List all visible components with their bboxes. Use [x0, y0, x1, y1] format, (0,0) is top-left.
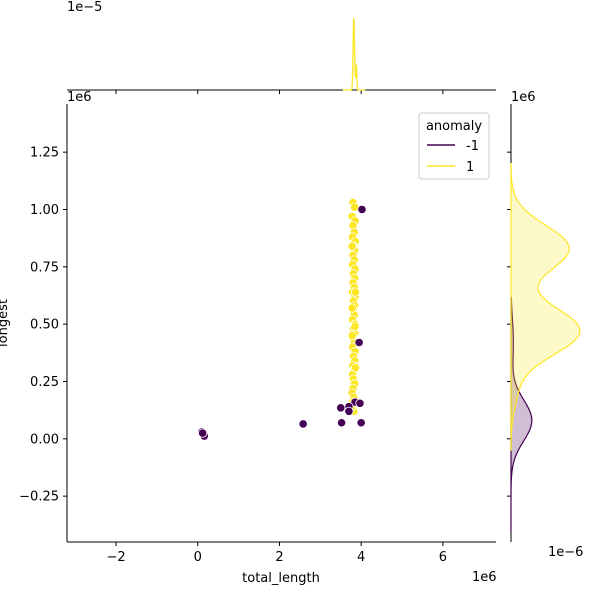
y-tick-label: 1.25 [30, 146, 59, 161]
point-anomaly-1 [350, 287, 361, 297]
x-axis-ticks: −2 0 2 4 6 [106, 542, 447, 565]
legend: anomaly -1 1 [418, 112, 490, 180]
y-axis-offset-text: 1e6 [67, 90, 92, 105]
scatter-points [197, 198, 367, 441]
y-tick-label: 0.75 [30, 260, 59, 275]
point-anomaly-minus1 [298, 419, 308, 429]
point-anomaly-minus1 [198, 428, 208, 438]
point-anomaly-1 [347, 241, 357, 251]
point-anomaly-1 [350, 321, 360, 332]
x-axis-offset-text: 1e6 [472, 570, 497, 585]
main-scatter-plot: −2 0 2 4 6 −0.25 0.00 0.25 0.50 0.75 1.00 1.25 tot… [0, 90, 497, 586]
y-tick-label: 0.00 [30, 432, 59, 447]
top-marginal-ticks [115, 90, 444, 94]
top-marginal-kde-1 [342, 17, 366, 91]
x-tick-label: −2 [106, 550, 125, 565]
legend-title: anomaly [426, 119, 482, 134]
x-tick-label: 6 [439, 550, 447, 565]
x-tick-label: 4 [357, 550, 365, 565]
legend-frame [418, 112, 490, 180]
point-anomaly-1 [347, 303, 357, 313]
point-anomaly-minus1 [336, 403, 346, 413]
y-tick-label: 1.00 [30, 203, 59, 218]
y-axis-ticks: −0.25 0.00 0.25 0.50 0.75 1.00 1.25 [19, 146, 67, 505]
right-marginal-kde-1 [510, 163, 581, 451]
y-axis-label: longest [0, 299, 11, 347]
x-tick-label: 2 [275, 550, 283, 565]
right-marginal-x-offset-text: 1e−6 [548, 545, 583, 560]
right-marginal-plot: 1e6 1e−6 [507, 90, 583, 560]
right-marginal-ticks [507, 151, 511, 497]
x-axis-label: total_length [242, 571, 320, 586]
point-anomaly-minus1 [354, 337, 364, 348]
point-anomaly-minus1 [356, 418, 366, 428]
point-anomaly-minus1 [357, 204, 367, 215]
y-tick-label: 0.25 [30, 375, 59, 390]
right-marginal-offset-text: 1e6 [511, 90, 536, 105]
top-marginal-plot: 1e−5 [67, 0, 496, 94]
point-anomaly-minus1 [344, 406, 354, 416]
right-marginal-kde-minus1 [510, 296, 533, 531]
point-anomaly-minus1 [336, 418, 347, 428]
y-tick-label: −0.25 [19, 490, 59, 505]
legend-label-minus1: -1 [466, 139, 479, 154]
point-anomaly-minus1 [355, 398, 365, 408]
point-anomaly-1 [350, 363, 361, 373]
top-marginal-offset-text: 1e−5 [67, 0, 102, 15]
legend-label-1: 1 [466, 160, 474, 175]
y-tick-label: 0.50 [30, 318, 59, 333]
point-anomaly-1 [347, 331, 357, 341]
x-tick-label: 0 [194, 550, 202, 565]
